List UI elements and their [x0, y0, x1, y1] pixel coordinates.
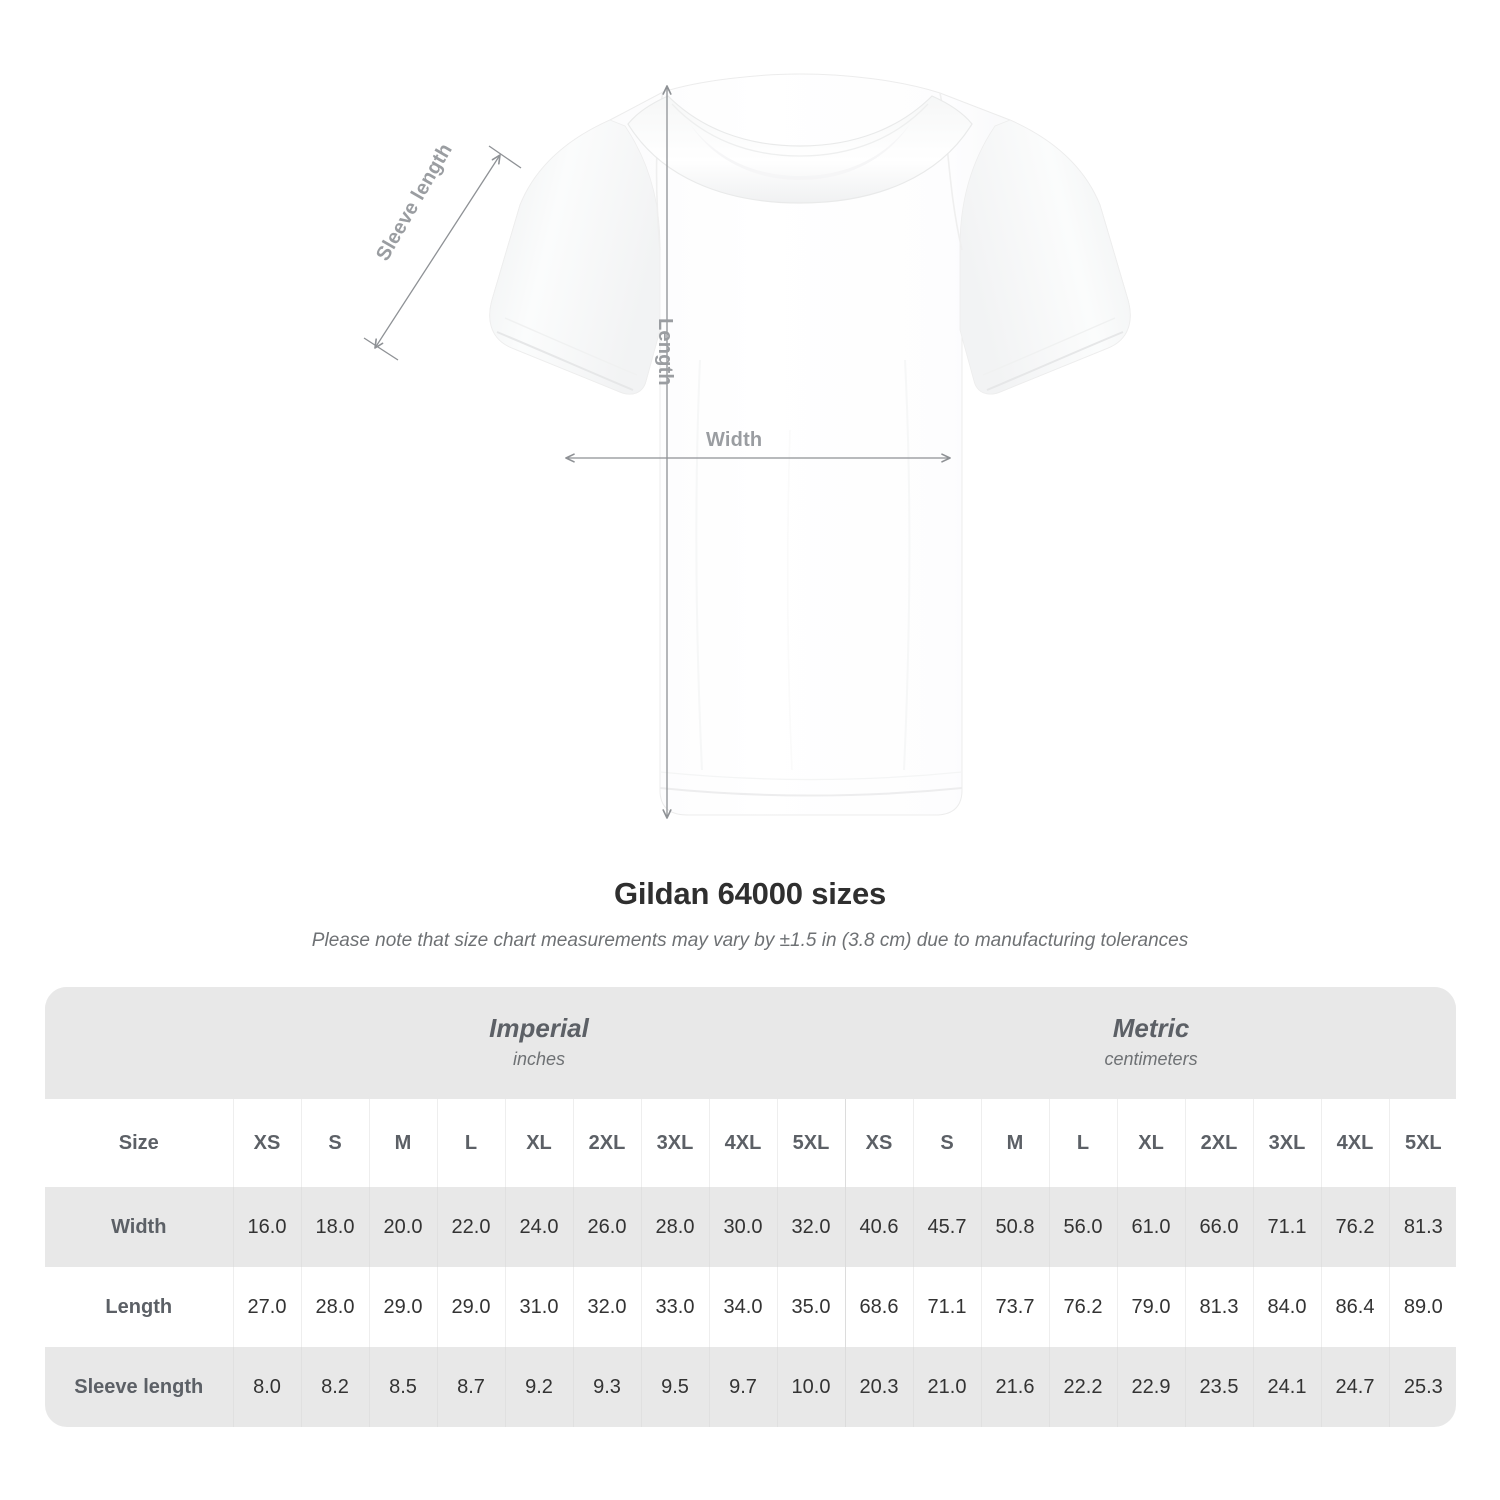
- cell-length-imperial-3xl: 33.0: [640, 1267, 709, 1347]
- cell-width-imperial-xl: 24.0: [504, 1187, 573, 1267]
- size-table-container: Imperial inches Metric centimeters Size …: [45, 987, 1456, 1427]
- table-row: Width 16.0 18.0 20.0 22.0 24.0 26.0 28.0 30.0 32.…: [45, 1187, 1456, 1267]
- page-title: Gildan 64000 sizes: [613, 876, 887, 911]
- cell-width-metric-xl: 61.0: [1116, 1187, 1186, 1267]
- cell-length-imperial-s: 28.0: [300, 1267, 369, 1347]
- size-header-imperial-xs: XS: [232, 1099, 301, 1187]
- size-header-metric-2xl: 2XL: [1184, 1099, 1254, 1187]
- unit-header-row: Imperial inches Metric centimeters: [45, 987, 1456, 1099]
- size-header-imperial-2xl: 2XL: [572, 1099, 641, 1187]
- cell-length-imperial-4xl: 34.0: [708, 1267, 777, 1347]
- cell-length-imperial-xs: 27.0: [232, 1267, 301, 1347]
- unit-sub-metric: centimeters: [1104, 1048, 1198, 1069]
- unit-header-metric: Metric centimeters: [845, 987, 1456, 1099]
- sleeve-length-measurement-arrow: [374, 154, 501, 349]
- width-label: Width: [706, 429, 763, 451]
- cell-sleeve-length-metric-xl: 22.9: [1116, 1347, 1186, 1427]
- cell-length-imperial-2xl: 32.0: [572, 1267, 641, 1347]
- cell-length-imperial-5xl: 35.0: [776, 1267, 846, 1347]
- size-header-metric-xs: XS: [844, 1099, 914, 1187]
- cell-length-metric-5xl: 89.0: [1388, 1267, 1456, 1347]
- cell-sleeve-length-imperial-3xl: 9.5: [640, 1347, 709, 1427]
- cell-sleeve-length-metric-2xl: 23.5: [1184, 1347, 1254, 1427]
- cell-sleeve-length-imperial-4xl: 9.7: [708, 1347, 777, 1427]
- size-header-row: Size XS S M L XL 2XL 3XL 4XL 5XL XS S M L XL 2XL 3XL 4XL…: [45, 1099, 1456, 1187]
- title-block: Gildan 64000 sizes Please note that size…: [0, 876, 1500, 952]
- size-header-metric-5xl: 5XL: [1388, 1099, 1456, 1187]
- tshirt-illustration: [363, 73, 1131, 819]
- cell-sleeve-length-imperial-s: 8.2: [300, 1347, 369, 1427]
- cell-sleeve-length-imperial-m: 8.5: [368, 1347, 437, 1427]
- cell-length-metric-s: 71.1: [912, 1267, 982, 1347]
- cell-width-imperial-m: 20.0: [368, 1187, 437, 1267]
- row-label-width: Width: [45, 1187, 233, 1267]
- size-header-imperial-xl: XL: [504, 1099, 573, 1187]
- size-header-imperial-m: M: [368, 1099, 437, 1187]
- cell-length-metric-2xl: 81.3: [1184, 1267, 1254, 1347]
- size-header-metric-s: S: [912, 1099, 982, 1187]
- row-label-sleeve-length: Sleeve length: [45, 1347, 233, 1427]
- cell-sleeve-length-metric-3xl: 24.1: [1252, 1347, 1322, 1427]
- size-header-label: Size: [45, 1099, 233, 1187]
- cell-width-imperial-s: 18.0: [300, 1187, 369, 1267]
- cell-width-imperial-xs: 16.0: [232, 1187, 301, 1267]
- cell-length-imperial-xl: 31.0: [504, 1267, 573, 1347]
- table-row: Sleeve length 8.0 8.2 8.5 8.7 9.2 9.3 9.5 9.7 10.…: [45, 1347, 1456, 1427]
- cell-width-imperial-3xl: 28.0: [640, 1187, 709, 1267]
- cell-sleeve-length-metric-4xl: 24.7: [1320, 1347, 1390, 1427]
- cell-sleeve-length-metric-l: 22.2: [1048, 1347, 1118, 1427]
- cell-sleeve-length-imperial-xl: 9.2: [504, 1347, 573, 1427]
- cell-sleeve-length-metric-m: 21.6: [980, 1347, 1050, 1427]
- cell-width-imperial-5xl: 32.0: [776, 1187, 846, 1267]
- cell-sleeve-length-imperial-l: 8.7: [436, 1347, 505, 1427]
- size-header-metric-xl: XL: [1116, 1099, 1186, 1187]
- cell-length-metric-3xl: 84.0: [1252, 1267, 1322, 1347]
- size-header-metric-3xl: 3XL: [1252, 1099, 1322, 1187]
- cell-width-imperial-l: 22.0: [436, 1187, 505, 1267]
- cell-width-metric-s: 45.7: [912, 1187, 982, 1267]
- unit-name-imperial: Imperial: [489, 1013, 589, 1044]
- size-header-metric-l: L: [1048, 1099, 1118, 1187]
- row-label-length: Length: [45, 1267, 233, 1347]
- unit-name-metric: Metric: [1112, 1013, 1190, 1044]
- cell-sleeve-length-metric-s: 21.0: [912, 1347, 982, 1427]
- cell-sleeve-length-imperial-2xl: 9.3: [572, 1347, 641, 1427]
- size-header-imperial-l: L: [436, 1099, 505, 1187]
- size-table: Imperial inches Metric centimeters Size …: [45, 987, 1456, 1427]
- cell-sleeve-length-imperial-xs: 8.0: [232, 1347, 301, 1427]
- cell-width-metric-m: 50.8: [980, 1187, 1050, 1267]
- cell-width-imperial-4xl: 30.0: [708, 1187, 777, 1267]
- length-label: Length: [654, 318, 676, 386]
- size-header-imperial-3xl: 3XL: [640, 1099, 709, 1187]
- cell-sleeve-length-imperial-5xl: 10.0: [776, 1347, 846, 1427]
- unit-header-spacer: [45, 987, 233, 1099]
- cell-width-imperial-2xl: 26.0: [572, 1187, 641, 1267]
- cell-length-metric-m: 73.7: [980, 1267, 1050, 1347]
- size-header-imperial-5xl: 5XL: [776, 1099, 846, 1187]
- cell-width-metric-5xl: 81.3: [1388, 1187, 1456, 1267]
- cell-sleeve-length-metric-5xl: 25.3: [1388, 1347, 1456, 1427]
- cell-width-metric-4xl: 76.2: [1320, 1187, 1390, 1267]
- cell-length-metric-4xl: 86.4: [1320, 1267, 1390, 1347]
- tshirt-diagram: Sleeve length Length Width: [363, 73, 1131, 819]
- cell-length-imperial-l: 29.0: [436, 1267, 505, 1347]
- unit-header-imperial: Imperial inches: [233, 987, 846, 1099]
- size-header-imperial-s: S: [300, 1099, 369, 1187]
- cell-length-metric-xl: 79.0: [1116, 1267, 1186, 1347]
- cell-length-metric-xs: 68.6: [844, 1267, 914, 1347]
- unit-sub-imperial: inches: [512, 1048, 566, 1069]
- cell-width-metric-3xl: 71.1: [1252, 1187, 1322, 1267]
- size-header-metric-m: M: [980, 1099, 1050, 1187]
- cell-length-metric-l: 76.2: [1048, 1267, 1118, 1347]
- cell-sleeve-length-metric-xs: 20.3: [844, 1347, 914, 1427]
- table-row: Length 27.0 28.0 29.0 29.0 31.0 32.0 33.0 34.0 35…: [45, 1267, 1456, 1347]
- tolerance-note: Please note that size chart measurements…: [311, 930, 1189, 951]
- cell-length-imperial-m: 29.0: [368, 1267, 437, 1347]
- size-header-metric-4xl: 4XL: [1320, 1099, 1390, 1187]
- cell-width-metric-2xl: 66.0: [1184, 1187, 1254, 1267]
- cell-width-metric-xs: 40.6: [844, 1187, 914, 1267]
- size-header-imperial-4xl: 4XL: [708, 1099, 777, 1187]
- cell-width-metric-l: 56.0: [1048, 1187, 1118, 1267]
